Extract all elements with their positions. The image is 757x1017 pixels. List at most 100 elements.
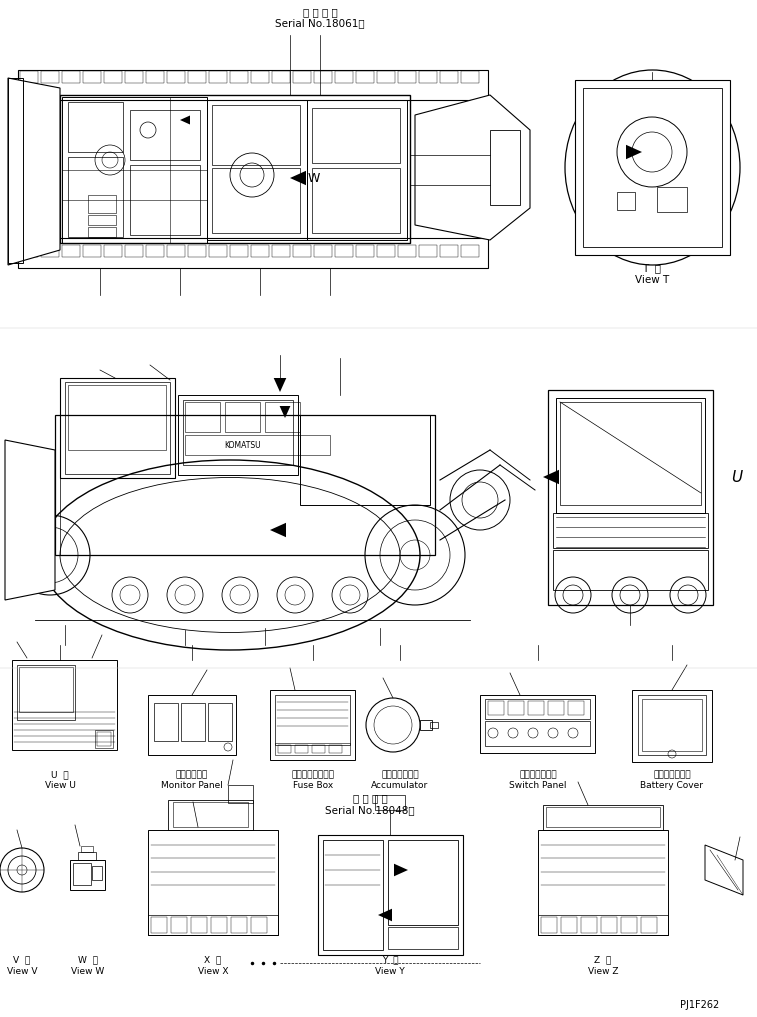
Text: 適 用 号 機: 適 用 号 機 (303, 7, 338, 17)
Bar (377, 245, 395, 257)
Bar (461, 245, 479, 257)
Text: U  視: U 視 (51, 771, 69, 779)
Bar (211, 917, 227, 933)
Polygon shape (705, 845, 743, 895)
Bar (183, 400, 293, 465)
Text: View W: View W (71, 966, 104, 975)
Bar (70, 860, 105, 890)
Bar (485, 699, 590, 719)
Text: View Y: View Y (375, 966, 405, 975)
Polygon shape (394, 863, 408, 877)
Bar (17, 665, 75, 720)
Bar (148, 695, 236, 755)
Bar (488, 701, 504, 715)
Bar (632, 690, 712, 762)
Text: バッテリカバー: バッテリカバー (653, 771, 691, 779)
Bar (440, 71, 458, 83)
Bar (556, 398, 705, 513)
Text: View U: View U (45, 781, 76, 790)
Bar (181, 703, 205, 741)
Bar (583, 88, 722, 247)
Bar (657, 187, 687, 212)
Bar (323, 840, 383, 950)
Text: Z  視: Z 視 (594, 956, 612, 964)
Bar (207, 100, 307, 240)
Bar (538, 830, 668, 935)
Bar (83, 71, 101, 83)
Bar (548, 390, 713, 605)
Bar (356, 71, 374, 83)
Text: モニタパネル: モニタパネル (176, 771, 208, 779)
Polygon shape (290, 171, 306, 185)
Bar (314, 71, 332, 83)
Bar (68, 102, 123, 152)
Bar (55, 415, 435, 555)
Bar (62, 245, 80, 257)
Bar (146, 245, 164, 257)
Bar (272, 245, 290, 257)
Bar (388, 840, 458, 925)
Bar (62, 97, 207, 243)
Bar (191, 917, 207, 933)
Text: View V: View V (7, 966, 37, 975)
Polygon shape (626, 144, 642, 160)
Text: アキュムレータ: アキュムレータ (382, 771, 419, 779)
Bar (546, 807, 660, 827)
Bar (543, 805, 663, 830)
Bar (97, 732, 111, 746)
Bar (275, 695, 350, 745)
Bar (41, 245, 59, 257)
Bar (8, 78, 23, 263)
Bar (300, 415, 430, 505)
Bar (621, 917, 637, 933)
Bar (225, 402, 260, 432)
Bar (95, 730, 113, 747)
Ellipse shape (565, 70, 740, 265)
Bar (601, 917, 617, 933)
Bar (167, 71, 185, 83)
Bar (251, 917, 267, 933)
Bar (270, 690, 355, 760)
Bar (212, 168, 300, 233)
Bar (420, 720, 432, 730)
Bar (20, 245, 38, 257)
Bar (642, 699, 702, 751)
Bar (65, 382, 170, 474)
Text: Fuse Box: Fuse Box (293, 781, 333, 790)
Text: Monitor Panel: Monitor Panel (161, 781, 223, 790)
Bar (617, 192, 635, 210)
Polygon shape (279, 406, 291, 418)
Bar (461, 71, 479, 83)
Bar (125, 71, 143, 83)
Bar (560, 402, 701, 505)
Bar (19, 667, 73, 712)
Text: 適 用 号 機: 適 用 号 機 (353, 793, 388, 803)
Polygon shape (378, 909, 392, 921)
Bar (388, 928, 458, 949)
Polygon shape (180, 116, 190, 124)
Bar (398, 245, 416, 257)
Bar (251, 245, 269, 257)
Bar (314, 245, 332, 257)
Bar (130, 110, 200, 160)
Bar (329, 745, 342, 753)
Bar (528, 701, 544, 715)
Polygon shape (8, 78, 60, 265)
Text: View Z: View Z (587, 966, 618, 975)
Bar (83, 245, 101, 257)
Text: View T: View T (635, 275, 669, 285)
Bar (92, 866, 102, 880)
Bar (419, 245, 437, 257)
Bar (148, 915, 278, 935)
Text: Switch Panel: Switch Panel (509, 781, 567, 790)
Bar (167, 245, 185, 257)
Bar (62, 71, 80, 83)
Bar (312, 168, 400, 233)
Bar (251, 71, 269, 83)
Bar (485, 721, 590, 746)
Text: Y  視: Y 視 (382, 956, 398, 964)
Text: スイッチパネル: スイッチパネル (519, 771, 557, 779)
Text: V  視: V 視 (14, 956, 30, 964)
Bar (104, 245, 122, 257)
Text: KOMATSU: KOMATSU (225, 440, 261, 450)
